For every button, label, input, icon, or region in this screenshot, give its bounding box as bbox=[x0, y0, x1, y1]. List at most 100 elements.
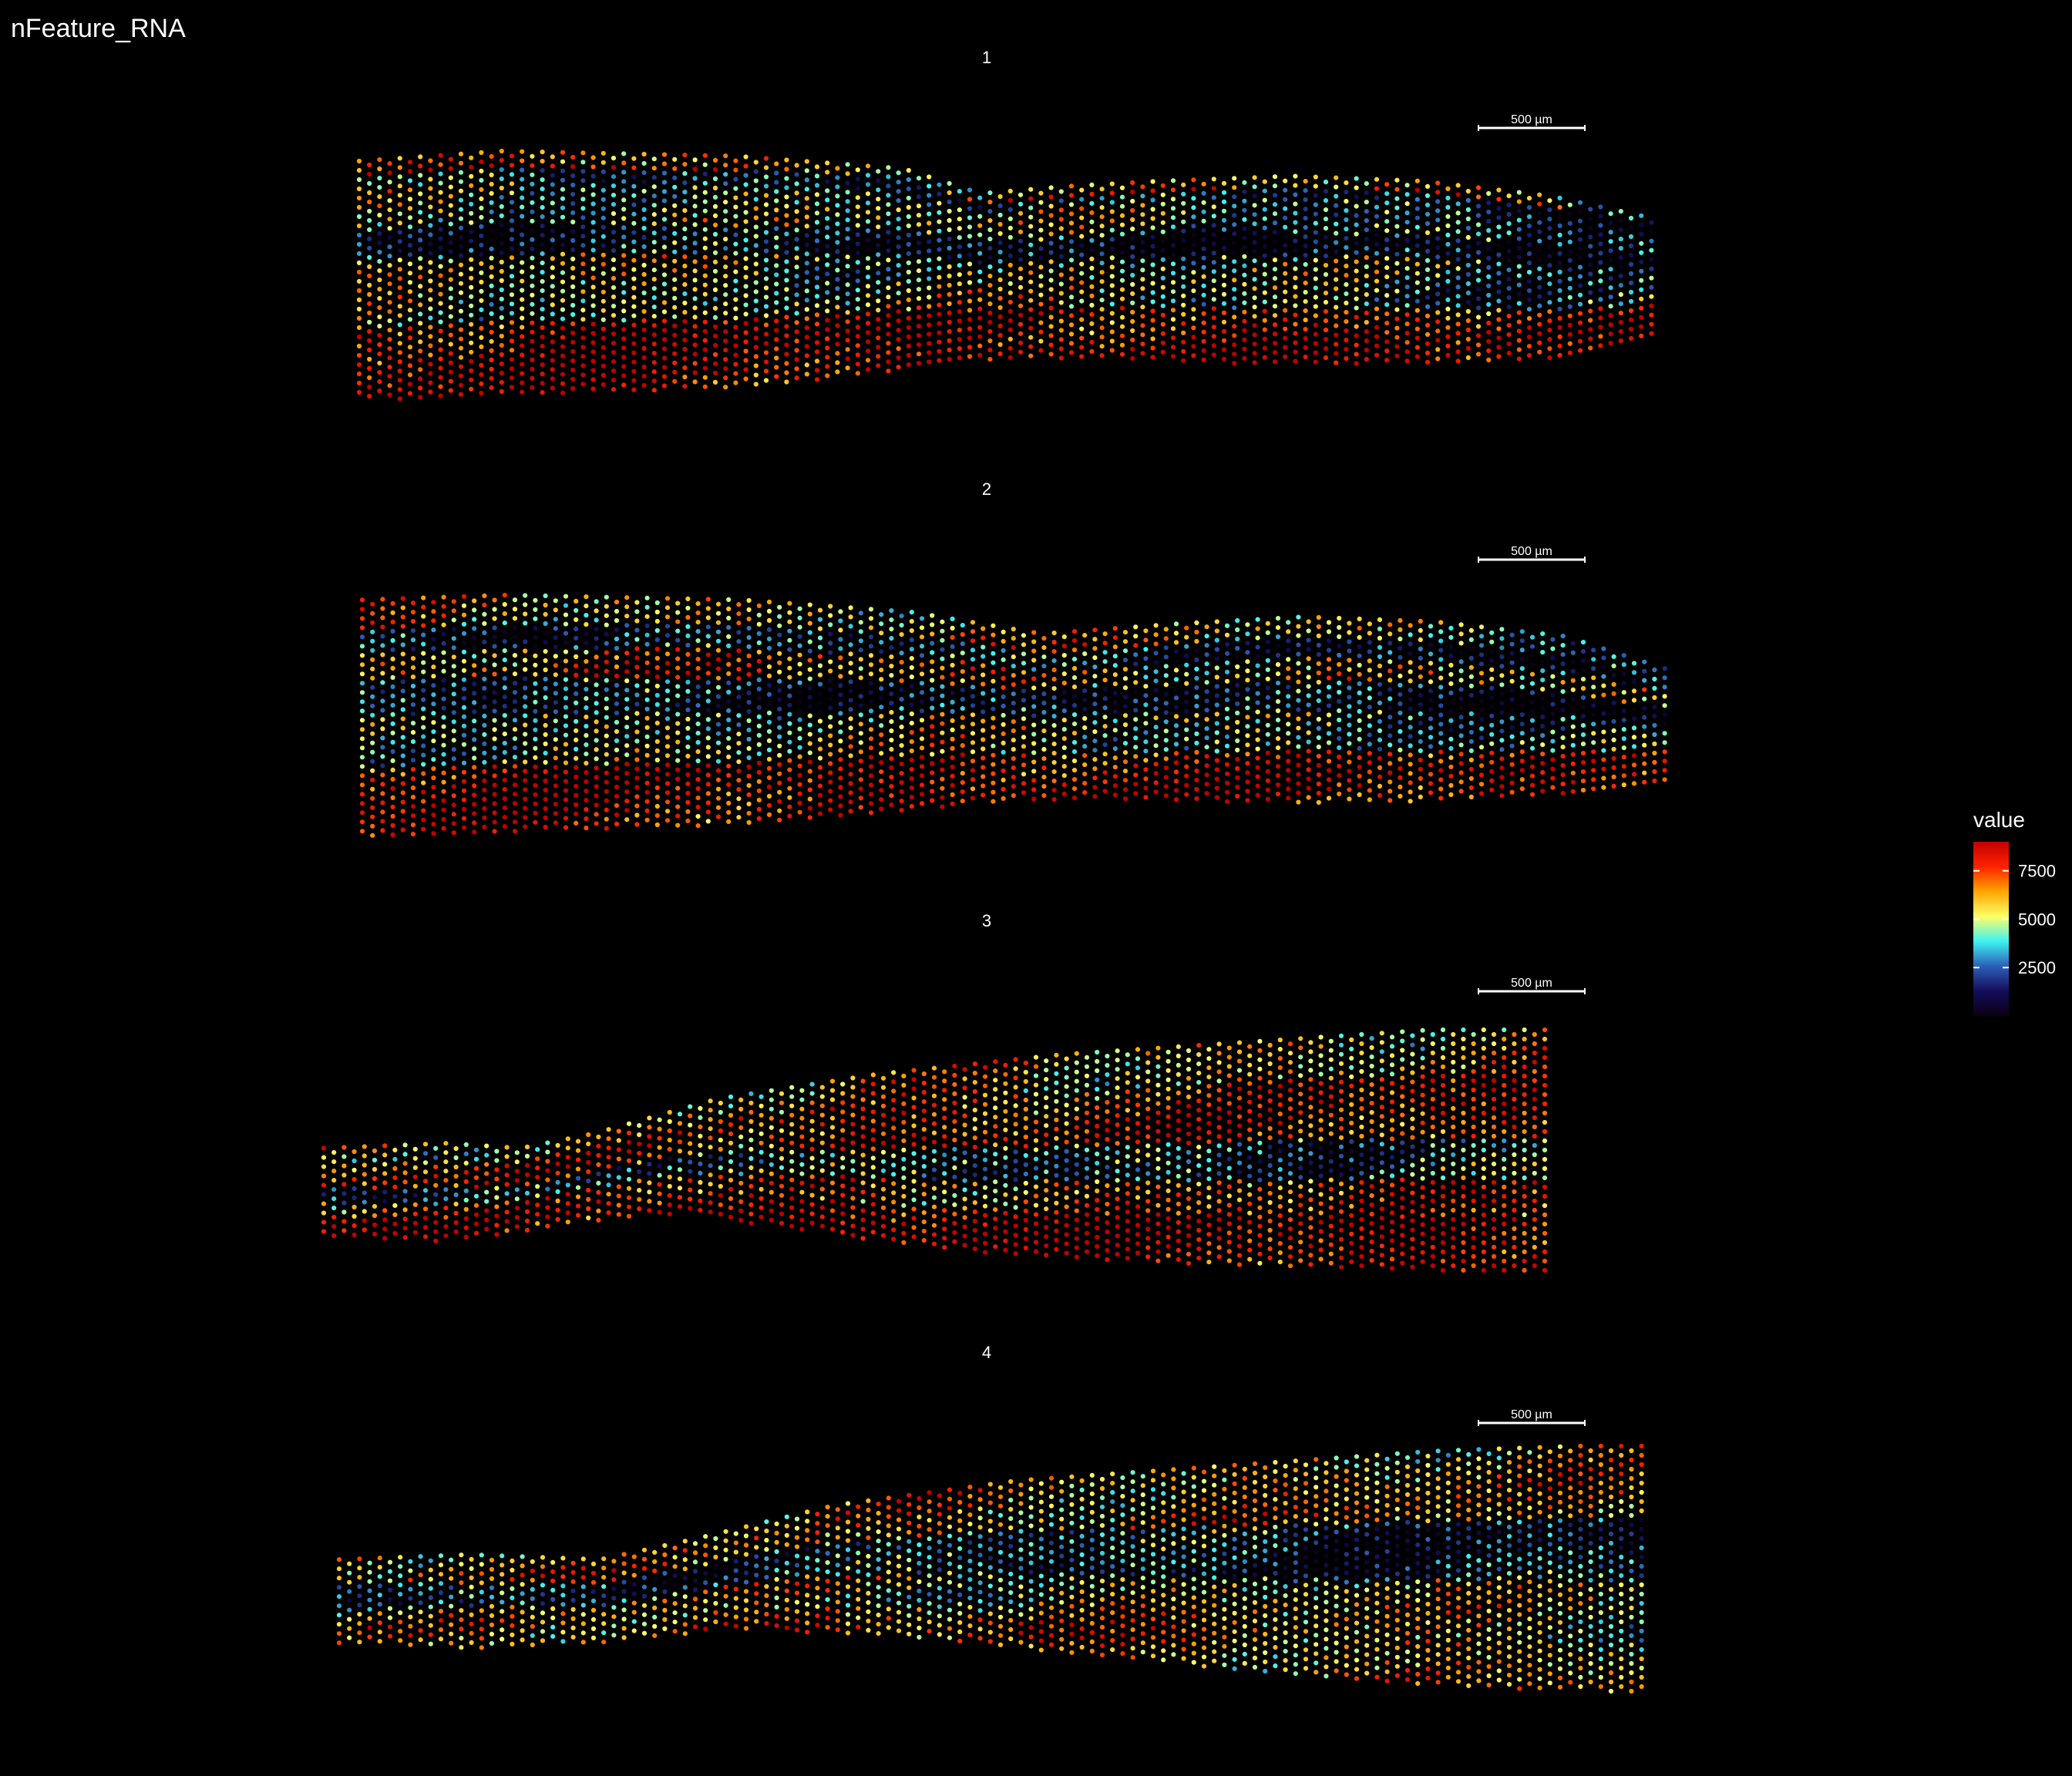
spot bbox=[530, 357, 535, 362]
spot bbox=[400, 688, 405, 694]
spot bbox=[600, 187, 606, 193]
spot bbox=[1082, 725, 1088, 731]
spot bbox=[1102, 715, 1108, 720]
spot bbox=[825, 197, 830, 203]
spot bbox=[469, 257, 474, 262]
spot bbox=[848, 725, 853, 731]
spot bbox=[1265, 741, 1270, 746]
spot bbox=[947, 282, 952, 288]
spot bbox=[1414, 234, 1420, 239]
spot bbox=[1334, 286, 1339, 291]
spot bbox=[472, 783, 477, 789]
spot bbox=[1245, 733, 1250, 738]
spot bbox=[1038, 283, 1044, 288]
spot bbox=[540, 196, 545, 201]
spot bbox=[1038, 264, 1044, 270]
spot bbox=[743, 376, 748, 382]
spot bbox=[614, 608, 620, 614]
spot bbox=[1547, 198, 1552, 204]
spot bbox=[828, 687, 833, 692]
spot bbox=[651, 323, 657, 328]
spot bbox=[886, 350, 891, 355]
spot bbox=[359, 801, 365, 806]
spot bbox=[1092, 674, 1098, 679]
spot bbox=[763, 165, 769, 170]
spot bbox=[1326, 722, 1332, 727]
spot bbox=[367, 171, 372, 177]
spot bbox=[743, 228, 748, 234]
spot bbox=[855, 343, 860, 348]
spot bbox=[1537, 284, 1542, 290]
spot bbox=[421, 780, 426, 785]
spot bbox=[1255, 783, 1260, 789]
spot bbox=[1232, 259, 1237, 264]
spot bbox=[766, 682, 772, 688]
spot bbox=[441, 761, 446, 766]
spot bbox=[753, 326, 758, 331]
spot bbox=[950, 718, 955, 724]
spot bbox=[1133, 689, 1139, 695]
spot bbox=[520, 306, 525, 311]
spot bbox=[1245, 789, 1250, 794]
spot bbox=[594, 775, 599, 780]
spot bbox=[1414, 289, 1420, 294]
spot bbox=[441, 641, 446, 646]
spot bbox=[1031, 796, 1037, 802]
spot bbox=[509, 163, 515, 168]
spot bbox=[682, 310, 688, 315]
spot bbox=[1163, 664, 1169, 669]
spot bbox=[1001, 796, 1006, 801]
spot bbox=[448, 184, 453, 190]
spot bbox=[1041, 775, 1047, 780]
spot bbox=[604, 789, 609, 794]
spot bbox=[794, 311, 799, 316]
spot bbox=[410, 804, 416, 809]
spot bbox=[672, 156, 678, 162]
spot bbox=[784, 296, 789, 301]
spot bbox=[479, 196, 484, 201]
spot bbox=[479, 251, 484, 257]
spot bbox=[1041, 784, 1047, 789]
spot bbox=[570, 200, 576, 207]
spot bbox=[661, 281, 668, 287]
spot bbox=[1245, 715, 1250, 720]
spot bbox=[387, 235, 392, 240]
spot bbox=[390, 600, 395, 607]
spot bbox=[533, 644, 538, 649]
spot bbox=[1204, 745, 1209, 750]
spot bbox=[685, 809, 691, 814]
spot bbox=[672, 295, 678, 301]
spot bbox=[574, 774, 579, 780]
spot bbox=[970, 786, 976, 792]
spot bbox=[520, 334, 525, 339]
spot bbox=[644, 734, 650, 739]
spot bbox=[512, 708, 518, 714]
spot bbox=[1089, 311, 1095, 317]
spot bbox=[848, 781, 853, 786]
spot bbox=[1618, 283, 1623, 288]
spot bbox=[543, 648, 548, 654]
spot bbox=[654, 683, 660, 689]
spot bbox=[370, 777, 375, 782]
spot bbox=[641, 179, 647, 185]
spot bbox=[702, 365, 708, 371]
spot bbox=[520, 297, 525, 302]
spot bbox=[1374, 177, 1380, 182]
spot bbox=[1506, 332, 1512, 338]
spot bbox=[1092, 720, 1098, 725]
spot bbox=[1079, 234, 1085, 239]
spot bbox=[1150, 225, 1155, 230]
spot bbox=[1028, 344, 1034, 349]
spot bbox=[909, 619, 914, 624]
spot bbox=[1354, 231, 1359, 237]
spot bbox=[787, 600, 792, 606]
spot bbox=[421, 743, 426, 748]
spot bbox=[733, 288, 738, 293]
spot bbox=[1079, 354, 1085, 359]
spot bbox=[543, 824, 548, 830]
spot bbox=[410, 647, 416, 652]
spot bbox=[896, 281, 901, 287]
spot bbox=[1181, 265, 1186, 271]
spot bbox=[458, 308, 464, 314]
spot bbox=[1649, 257, 1654, 262]
